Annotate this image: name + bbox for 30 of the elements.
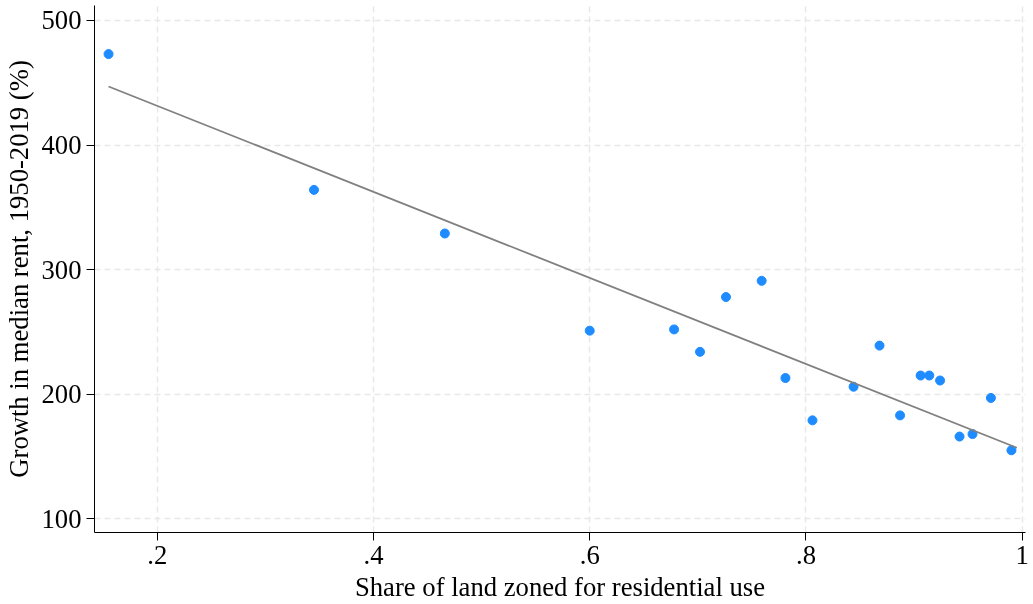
x-tick-label: 1	[1015, 539, 1029, 570]
y-tick-label: 500	[41, 5, 82, 36]
x-tick-label: .6	[579, 539, 600, 570]
point	[439, 228, 450, 239]
y-tick-label: 300	[41, 254, 82, 285]
point	[1006, 445, 1017, 456]
y-tick-label: 400	[41, 130, 82, 161]
x-axis-title: Share of land zoned for residential use	[354, 571, 766, 602]
point	[985, 392, 996, 403]
y-tick-label: 100	[41, 503, 82, 534]
point	[720, 292, 731, 303]
point	[780, 373, 791, 383]
y-axis-title: Growth in median rent, 1950-2019 (%)	[3, 60, 34, 478]
point	[895, 410, 906, 421]
point	[309, 184, 319, 195]
point	[935, 375, 946, 386]
point	[915, 370, 926, 381]
point	[924, 370, 935, 381]
point	[807, 415, 818, 426]
point	[695, 346, 706, 357]
point	[103, 49, 114, 60]
x-tick-label: .4	[363, 539, 384, 570]
point	[954, 431, 965, 442]
point	[669, 324, 680, 335]
x-tick-label: .2	[147, 539, 168, 570]
point	[584, 325, 595, 336]
x-tick-label: .8	[796, 539, 816, 570]
point	[756, 275, 767, 286]
point	[874, 340, 885, 351]
y-tick-label: 200	[41, 379, 82, 410]
